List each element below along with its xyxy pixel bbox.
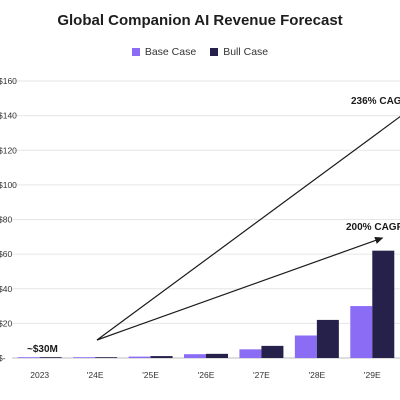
y-tick-label: $160 — [0, 76, 17, 86]
x-tick-label: '25E — [142, 370, 159, 380]
bar-base-0 — [17, 357, 40, 358]
annotation-bull-cagr: 236% CAGR — [351, 96, 400, 107]
y-tick-label: $120 — [0, 145, 17, 155]
legend-item-bull: Bull Case — [210, 46, 268, 58]
y-tick-label: $140 — [0, 111, 17, 121]
y-tick-label: $100 — [0, 180, 17, 190]
bar-bull-2 — [150, 356, 173, 358]
legend-label-bull: Bull Case — [223, 46, 269, 58]
y-tick-label: $80 — [0, 215, 12, 225]
bar-bull-1 — [95, 357, 118, 358]
bar-base-1 — [73, 357, 96, 358]
x-tick-label: '28E — [308, 370, 325, 380]
legend-swatch-base — [131, 48, 140, 56]
bar-base-4 — [239, 349, 262, 358]
bar-base-5 — [294, 335, 317, 358]
bar-bull-6 — [372, 250, 395, 358]
y-tick-label: $60 — [0, 249, 12, 259]
y-tick-label: $40 — [0, 284, 12, 294]
x-tick-label: '26E — [198, 370, 215, 380]
y-tick-label: $- — [0, 353, 6, 363]
annotation-start-value: ~$30M — [27, 344, 58, 355]
x-tick-label: 2023 — [30, 370, 49, 380]
legend-swatch-bull — [210, 48, 219, 56]
bar-base-2 — [128, 356, 151, 358]
bar-base-6 — [350, 306, 373, 358]
cagr-arrow-bull — [96, 115, 400, 341]
x-tick-label: '24E — [87, 370, 104, 380]
legend-label-base: Base Case — [144, 46, 197, 58]
cagr-arrow-base — [96, 237, 384, 341]
bar-bull-5 — [316, 319, 339, 358]
chart-legend: Base Case Bull Case — [0, 46, 400, 58]
bar-bull-0 — [39, 357, 62, 358]
bar-bull-3 — [206, 353, 228, 358]
bar-base-3 — [184, 354, 206, 358]
x-tick-label: '29E — [364, 370, 381, 380]
bar-bull-4 — [261, 345, 284, 358]
legend-item-base: Base Case — [131, 46, 197, 58]
annotation-base-cagr: 200% CAGR — [346, 222, 400, 233]
chart-title: Global Companion AI Revenue Forecast — [57, 12, 343, 29]
x-tick-label: '27E — [253, 370, 270, 380]
y-tick-label: $20 — [0, 318, 12, 328]
